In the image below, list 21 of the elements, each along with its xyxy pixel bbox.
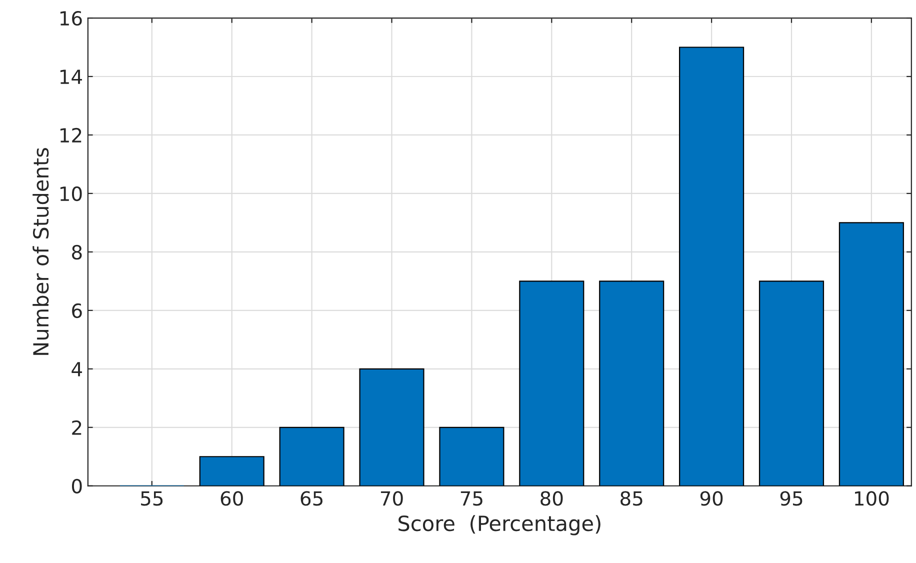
x-tick-label: 80	[540, 491, 563, 506]
y-tick-label: 6	[72, 303, 82, 318]
x-tick-label: 75	[460, 491, 482, 506]
y-tick-label: 10	[60, 186, 82, 202]
y-tick-label: 12	[60, 128, 82, 142]
x-tick-label: 95	[780, 491, 802, 506]
y-tick-label: 2	[72, 420, 82, 435]
y-tick-label: 4	[72, 362, 82, 376]
y-tick-label: 14	[60, 70, 82, 84]
y-tick-label: 8	[72, 244, 82, 260]
x-tick-label: 90	[700, 491, 723, 506]
y-tick-label: 0	[72, 478, 82, 494]
x-axis-title: Score (Percentage)	[398, 515, 600, 536]
x-tick-label: 65	[300, 491, 322, 506]
y-axis-title: Number of Students	[32, 148, 49, 355]
x-tick-label: 55	[141, 491, 163, 506]
x-tick-label: 70	[380, 491, 403, 506]
y-tick-label: 16	[60, 10, 82, 26]
x-tick-label: 60	[220, 491, 243, 506]
x-tick-label: 100	[855, 491, 889, 506]
x-tick-label: 85	[620, 491, 642, 506]
